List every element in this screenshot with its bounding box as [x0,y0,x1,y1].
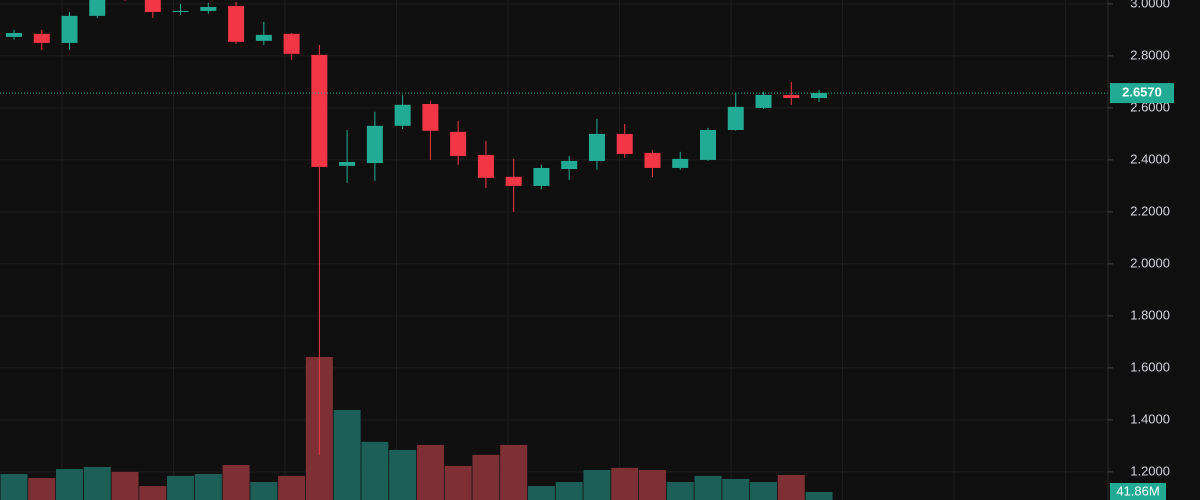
price-axis: 3.0000 2.8000 2.6000 2.4000 2.2000 2.0000 1.80… [1108,0,1174,500]
candle-body [339,161,356,166]
volume-label: 41.86M [1116,483,1159,498]
volume-bar [750,482,778,500]
volume-bar [722,478,750,500]
volume-bar [167,475,195,500]
volume-bar [611,467,639,500]
candles [0,0,1108,456]
y-tick-label: 2.2000 [1130,203,1170,218]
volume-bar [139,486,167,500]
volume-bar [361,441,389,500]
candle-body [394,104,411,126]
y-tick-label: 1.4000 [1130,411,1170,426]
candle-body [89,0,106,16]
y-tick-label: 2.8000 [1130,47,1170,62]
candle-body [283,33,300,54]
candle-body [505,176,522,186]
y-tick-label: 2.0000 [1130,255,1170,270]
volume-bar [416,444,444,500]
candle-body [672,158,689,168]
candle-body [144,0,161,12]
volume-bar [28,478,56,500]
candle-body [727,106,744,131]
volume-bar [694,475,722,500]
candle-body [616,133,633,154]
volume-bar [444,465,472,500]
candle-body [700,130,716,160]
volume-bar [805,491,833,500]
volume-bar [83,466,111,500]
volume-bar [527,486,555,500]
candle-body [33,33,50,43]
y-tick-label: 2.6000 [1130,99,1170,114]
grid [0,0,1108,500]
candle-body [561,160,578,170]
volume-bar [389,449,417,500]
volume-bar [194,473,222,500]
volume-bar [250,482,278,500]
candle-body [200,7,217,11]
volume-bar [0,473,28,500]
y-tick-label: 1.2000 [1130,463,1170,478]
volume-bar [638,469,666,500]
candle-body [644,152,661,168]
candle-body [588,133,605,161]
candle-body [6,33,22,37]
candle-body [422,104,439,131]
volume-bar [500,444,528,500]
price-label: 2.6570 [1122,85,1162,100]
volume-bar [111,471,139,500]
candle-body [450,131,467,157]
volume-bar [222,465,250,500]
candle-body [533,167,550,186]
candle-body [783,94,800,99]
volume-bar [472,454,500,500]
volume-bar [555,482,583,500]
candle-body [172,10,189,12]
candle-body [61,15,78,43]
y-tick-label: 1.6000 [1130,359,1170,374]
y-tick-label: 1.8000 [1130,307,1170,322]
volume-bar [583,469,611,500]
volume-bar [333,409,361,500]
volume-bar [278,475,306,500]
volume-bar [666,482,694,500]
candle-body [366,125,383,164]
candle-body [811,93,828,99]
volume-bar [777,474,805,500]
candle-body [311,54,328,167]
y-tick-label: 3.0000 [1130,0,1170,10]
y-tick-label: 2.4000 [1130,151,1170,166]
candle-body [755,94,772,108]
price-label-bg [1110,83,1174,104]
candle-body [255,34,272,41]
candle-body [228,5,245,42]
candle-body [477,154,494,178]
volume-bar [56,469,84,500]
volume-label-bg [1110,483,1166,500]
